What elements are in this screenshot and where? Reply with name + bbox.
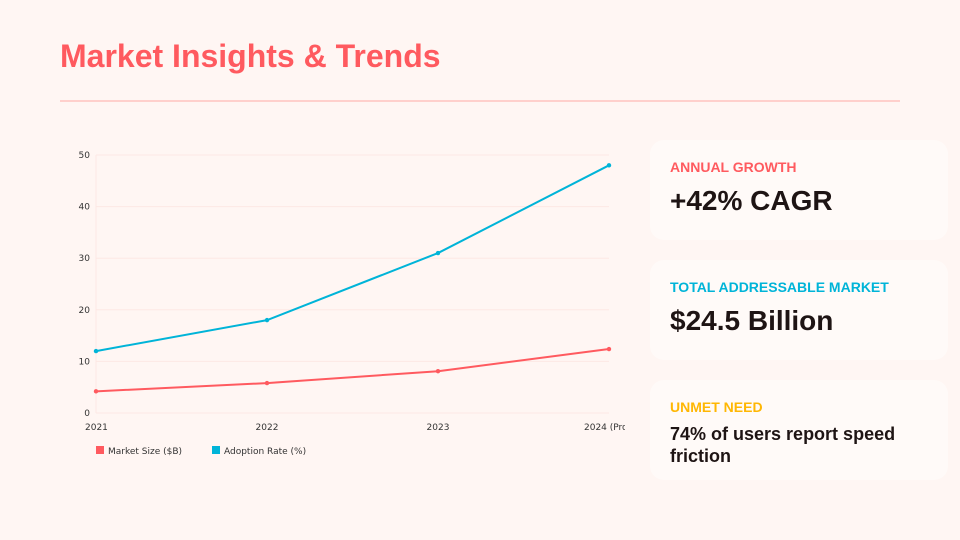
- stat-card-tam: TOTAL ADDRESSABLE MARKET $24.5 Billion: [650, 260, 948, 360]
- series-line: [95, 164, 610, 353]
- data-point: [93, 348, 99, 354]
- card-label: ANNUAL GROWTH: [670, 159, 797, 175]
- page-title: Market Insights & Trends: [60, 38, 441, 74]
- y-tick-label: 30: [79, 254, 91, 264]
- card-value: 74% of users report speed friction: [670, 424, 896, 466]
- data-point: [606, 346, 612, 352]
- card-value: $24.5 Billion: [670, 305, 834, 336]
- data-point: [435, 250, 441, 256]
- data-point: [93, 389, 99, 394]
- legend-swatch: [212, 446, 220, 454]
- x-tick-label: 2023: [427, 423, 450, 433]
- line-chart: 0 10 20 30 40 50 2021 2022 2023 2024 (Projected) M…: [79, 151, 640, 457]
- data-point: [606, 163, 612, 168]
- card-value: +42% CAGR: [670, 185, 833, 216]
- x-tick-label: 2021: [85, 423, 108, 433]
- x-tick-label: 2024 (Projected): [584, 423, 640, 433]
- y-tick-label: 10: [79, 357, 91, 367]
- legend-label: Market Size ($B): [108, 447, 182, 457]
- data-point: [435, 369, 441, 374]
- title-divider: [60, 100, 900, 102]
- stat-card-annual-growth: ANNUAL GROWTH +42% CAGR: [650, 140, 948, 240]
- y-tick-label: 0: [84, 409, 90, 419]
- y-tick-label: 20: [79, 306, 91, 316]
- legend-swatch: [96, 446, 104, 454]
- card-label: UNMET NEED: [670, 399, 763, 415]
- x-tick-label: 2022: [256, 423, 279, 433]
- card-label: TOTAL ADDRESSABLE MARKET: [670, 279, 889, 295]
- data-point: [264, 317, 270, 323]
- series-line: [95, 348, 610, 393]
- legend-label: Adoption Rate (%): [224, 447, 306, 457]
- y-tick-label: 50: [79, 151, 91, 161]
- y-tick-label: 40: [79, 203, 91, 213]
- data-point: [264, 380, 270, 386]
- stat-card-unmet-need: UNMET NEED 74% of users report speed fri…: [650, 380, 948, 480]
